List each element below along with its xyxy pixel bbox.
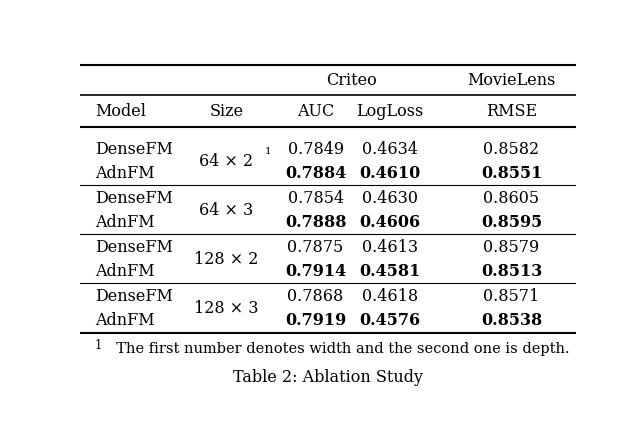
Text: 0.7919: 0.7919 (285, 312, 346, 329)
Text: LogLoss: LogLoss (356, 103, 424, 120)
Text: 0.4613: 0.4613 (362, 239, 418, 255)
Text: 0.7875: 0.7875 (287, 239, 344, 255)
Text: 0.8571: 0.8571 (483, 288, 540, 305)
Text: 0.7849: 0.7849 (287, 141, 344, 157)
Text: 128 × 3: 128 × 3 (194, 300, 259, 317)
Text: 0.8595: 0.8595 (481, 214, 542, 231)
Text: 0.8582: 0.8582 (483, 141, 540, 157)
Text: 0.7888: 0.7888 (285, 214, 346, 231)
Text: Table 2: Ablation Study: Table 2: Ablation Study (233, 369, 423, 385)
Text: 1: 1 (95, 339, 102, 351)
Text: AdnFM: AdnFM (95, 165, 154, 182)
Text: 0.4634: 0.4634 (362, 141, 418, 157)
Text: MovieLens: MovieLens (467, 72, 556, 89)
Text: The first number denotes width and the second one is depth.: The first number denotes width and the s… (108, 342, 570, 356)
Text: 0.4606: 0.4606 (360, 214, 420, 231)
Text: 0.7854: 0.7854 (287, 190, 344, 206)
Text: DenseFM: DenseFM (95, 239, 173, 255)
Text: 0.4581: 0.4581 (359, 263, 420, 280)
Text: 0.7884: 0.7884 (285, 165, 346, 182)
Text: RMSE: RMSE (486, 103, 537, 120)
Text: AdnFM: AdnFM (95, 312, 154, 329)
Text: Model: Model (95, 103, 146, 120)
Text: Size: Size (209, 103, 243, 120)
Text: 64 × 3: 64 × 3 (199, 202, 253, 219)
Text: 0.8579: 0.8579 (483, 239, 540, 255)
Text: 0.7914: 0.7914 (285, 263, 346, 280)
Text: 0.8551: 0.8551 (481, 165, 542, 182)
Text: AdnFM: AdnFM (95, 263, 154, 280)
Text: 0.8605: 0.8605 (483, 190, 540, 206)
Text: 0.4576: 0.4576 (360, 312, 420, 329)
Text: 1: 1 (265, 147, 271, 156)
Text: DenseFM: DenseFM (95, 141, 173, 157)
Text: 64 × 2: 64 × 2 (199, 153, 253, 170)
Text: 0.8538: 0.8538 (481, 312, 542, 329)
Text: Criteo: Criteo (326, 72, 377, 89)
Text: 0.4618: 0.4618 (362, 288, 418, 305)
Text: 128 × 2: 128 × 2 (194, 251, 259, 268)
Text: 0.4630: 0.4630 (362, 190, 418, 206)
Text: DenseFM: DenseFM (95, 288, 173, 305)
Text: AdnFM: AdnFM (95, 214, 154, 231)
Text: 0.8513: 0.8513 (481, 263, 542, 280)
Text: 0.7868: 0.7868 (287, 288, 344, 305)
Text: AUC: AUC (297, 103, 334, 120)
Text: 0.4610: 0.4610 (360, 165, 420, 182)
Text: DenseFM: DenseFM (95, 190, 173, 206)
